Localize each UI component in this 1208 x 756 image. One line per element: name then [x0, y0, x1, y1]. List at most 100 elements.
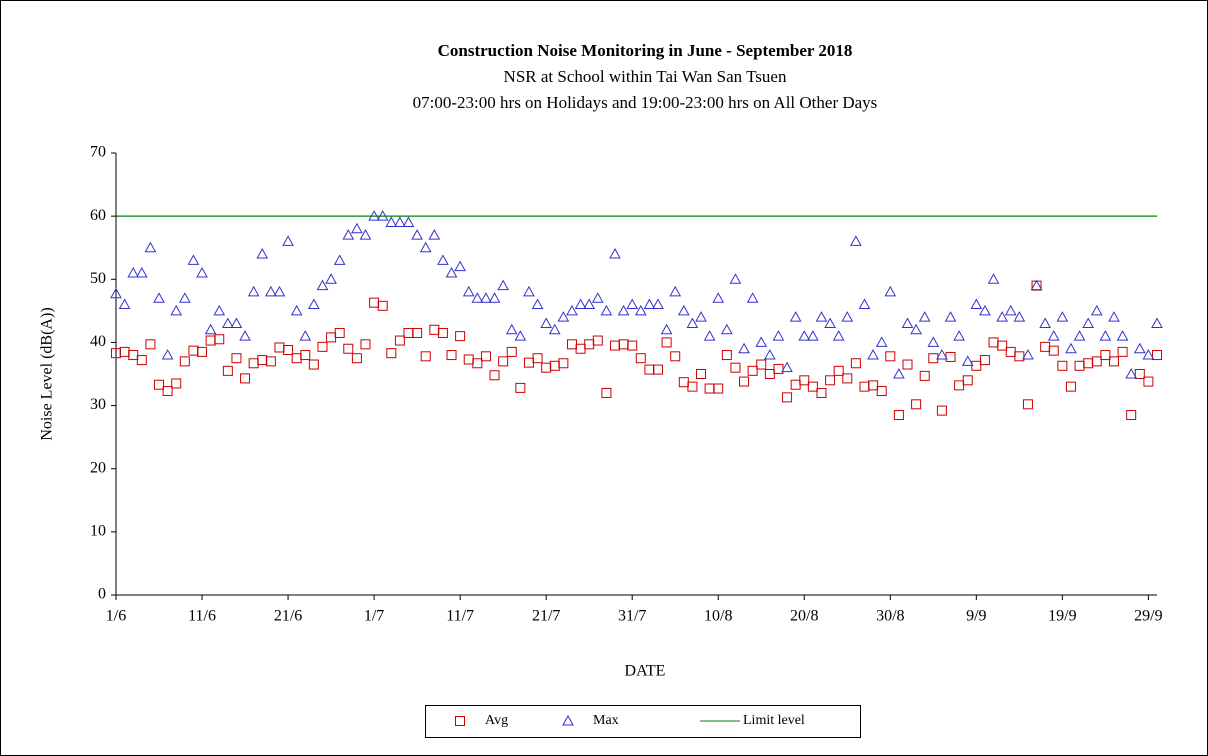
point	[514, 330, 527, 341]
y-tick-label: 0	[98, 586, 106, 603]
point	[910, 323, 922, 335]
point	[1030, 279, 1043, 291]
point	[437, 254, 449, 265]
point	[265, 356, 276, 367]
point	[652, 298, 664, 310]
point	[996, 311, 1008, 322]
point	[695, 311, 707, 322]
point	[747, 365, 758, 376]
point	[273, 285, 286, 297]
point	[515, 382, 526, 393]
x-tick-label: 11/7	[446, 608, 474, 625]
legend-label: Limit level	[743, 713, 805, 728]
point	[661, 337, 672, 348]
x-tick-label: 31/7	[618, 608, 646, 625]
point	[1133, 342, 1146, 354]
x-tick-label: 1/6	[106, 608, 126, 625]
point	[927, 336, 940, 347]
point	[755, 336, 768, 347]
point	[118, 298, 131, 310]
y-tick-label: 50	[90, 270, 106, 287]
point	[1100, 350, 1111, 361]
point	[283, 345, 294, 356]
point	[730, 362, 741, 373]
point	[825, 375, 836, 386]
point	[136, 355, 147, 366]
point	[360, 339, 371, 350]
point	[489, 370, 500, 381]
point	[773, 363, 784, 374]
y-tick-label: 40	[90, 333, 106, 350]
point	[686, 317, 699, 328]
point	[1014, 351, 1025, 362]
point	[687, 381, 698, 392]
chart-subtitle: 07:00-23:00 hrs on Holidays and 19:00-23…	[413, 93, 878, 112]
point	[824, 317, 836, 328]
point	[911, 399, 922, 410]
point	[1108, 311, 1120, 322]
point	[359, 229, 372, 240]
point	[670, 351, 681, 362]
point	[540, 317, 553, 328]
point	[875, 336, 888, 347]
point	[574, 298, 587, 310]
chart-subtitle: NSR at School within Tai Wan San Tsuen	[504, 67, 787, 86]
point	[1117, 346, 1128, 357]
point	[1142, 349, 1155, 360]
x-tick-label: 10/8	[704, 608, 732, 625]
point	[377, 300, 388, 311]
point	[653, 364, 664, 375]
point	[127, 266, 140, 278]
point	[351, 222, 363, 234]
point	[1065, 381, 1076, 392]
point	[197, 346, 208, 357]
x-tick-label: 21/6	[274, 608, 302, 625]
point	[979, 304, 991, 316]
point	[368, 210, 380, 221]
point	[1047, 330, 1060, 341]
point	[162, 386, 173, 397]
point	[893, 410, 904, 421]
point	[1143, 376, 1154, 387]
point	[437, 327, 448, 338]
point	[178, 292, 191, 303]
point	[196, 266, 208, 278]
point	[634, 304, 647, 316]
x-tick-label: 29/9	[1134, 608, 1162, 625]
x-tick-label: 20/8	[790, 608, 818, 625]
point	[954, 380, 965, 391]
point	[970, 298, 983, 310]
point	[918, 311, 931, 322]
point	[944, 311, 957, 322]
y-axis-label: Noise Level (dB(A))	[39, 307, 56, 440]
point	[402, 216, 415, 227]
point	[1091, 356, 1102, 367]
point	[868, 380, 879, 391]
point	[454, 260, 466, 272]
point	[505, 323, 518, 335]
point	[135, 266, 148, 278]
point	[394, 335, 405, 346]
y-tick-label: 60	[90, 207, 106, 224]
point	[506, 346, 517, 357]
point	[386, 348, 397, 359]
point	[601, 387, 612, 398]
point	[696, 369, 707, 379]
point	[299, 330, 312, 341]
point	[204, 323, 217, 335]
y-tick-label: 20	[90, 459, 106, 476]
y-tick-label: 30	[90, 396, 106, 413]
point	[300, 350, 311, 361]
point	[764, 349, 776, 360]
point	[498, 356, 509, 367]
point	[239, 330, 251, 341]
point	[867, 349, 879, 360]
point	[902, 359, 913, 370]
legend-box	[425, 705, 861, 738]
point	[333, 254, 346, 265]
point	[412, 327, 423, 338]
point	[919, 370, 930, 381]
point	[154, 379, 165, 390]
point	[739, 376, 750, 387]
